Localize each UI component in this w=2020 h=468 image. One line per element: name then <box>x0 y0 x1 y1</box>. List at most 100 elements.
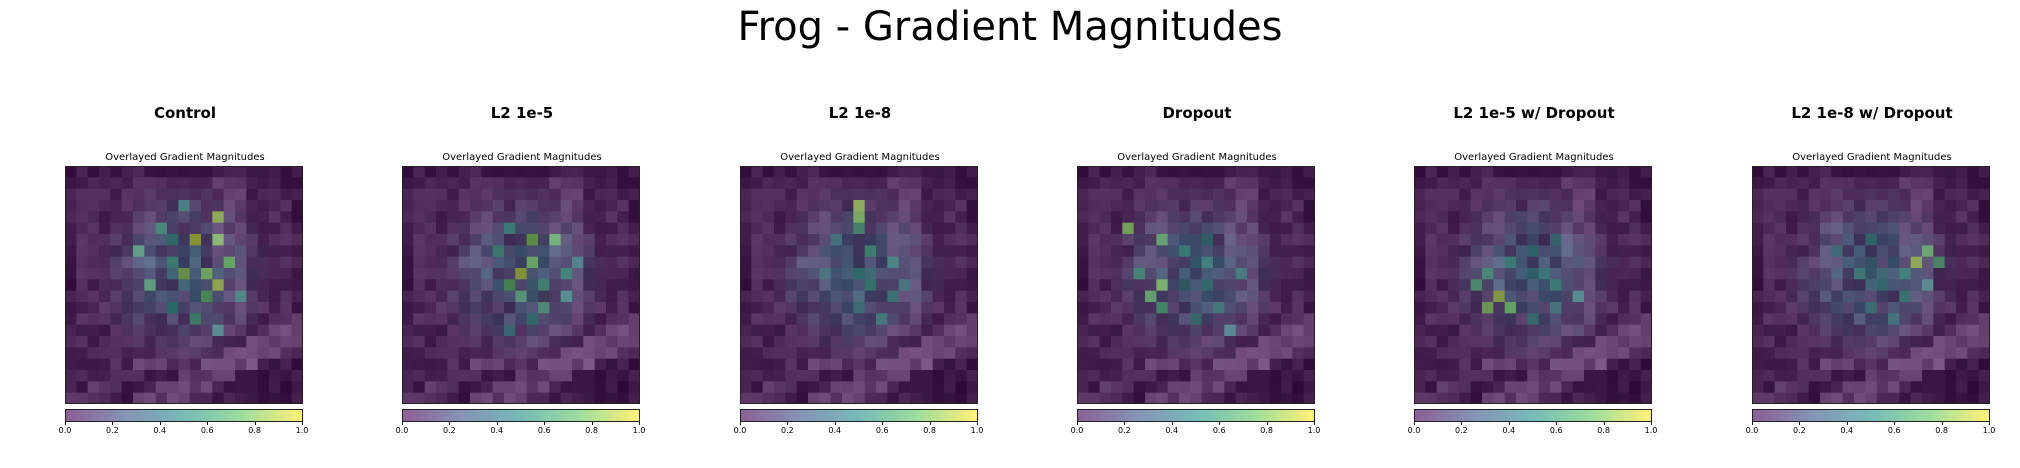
heatmap-cell <box>876 336 888 348</box>
heatmap-cell <box>1944 211 1957 224</box>
heatmap-cell <box>583 177 596 190</box>
heatmap-cell <box>1470 279 1483 292</box>
heatmap-cell <box>572 358 584 371</box>
heatmap-cell <box>481 392 494 403</box>
heatmap-cell <box>1292 302 1305 314</box>
heatmap-cell <box>1774 188 1787 201</box>
heatmap-cell <box>212 177 225 190</box>
heatmap-cell <box>1618 324 1630 337</box>
heatmap-cell <box>538 279 550 292</box>
heatmap-cell <box>1099 234 1112 246</box>
heatmap-cell <box>87 381 100 394</box>
heatmap-cell <box>1133 188 1146 201</box>
heatmap-cell <box>504 222 516 235</box>
heatmap-cell <box>87 370 100 382</box>
heatmap-cell <box>830 211 843 224</box>
heatmap-cell <box>617 279 630 292</box>
heatmap-cell <box>1527 256 1540 269</box>
heatmap-cell <box>1933 336 1946 348</box>
heatmap-cell <box>526 324 539 337</box>
heatmap-cell <box>1122 279 1135 292</box>
heatmap-cell <box>99 268 111 280</box>
colorbar-step <box>1306 410 1311 421</box>
heatmap-cell <box>1258 313 1271 326</box>
heatmap-cell <box>955 177 968 190</box>
heatmap-cell <box>280 336 293 348</box>
heatmap-cell <box>549 211 562 224</box>
heatmap-cell <box>492 200 505 212</box>
heatmap-cell <box>1493 268 1506 280</box>
colorbar-step <box>1855 410 1860 421</box>
colorbar-tick <box>1894 422 1896 425</box>
colorbar-step <box>148 410 154 421</box>
panel-subtitle: Overlayed Gradient Magnitudes <box>1454 152 1614 163</box>
heatmap-cell <box>76 336 89 348</box>
heatmap-cell <box>1865 302 1878 314</box>
colorbar-step <box>1160 410 1166 421</box>
heatmap-cell <box>1201 358 1214 371</box>
heatmap-cell <box>1922 200 1934 212</box>
heatmap-cell <box>235 302 247 314</box>
heatmap-cell <box>898 370 911 382</box>
colorbar-step <box>1800 410 1805 421</box>
heatmap-cell <box>1978 358 1989 371</box>
colorbar-tick <box>1219 422 1221 425</box>
heatmap-cell <box>155 188 168 201</box>
heatmap-cell <box>178 268 191 280</box>
heatmap-cell <box>1482 358 1494 371</box>
heatmap-cell <box>808 347 820 360</box>
heatmap-cell <box>1629 302 1642 314</box>
heatmap-cell <box>155 234 168 246</box>
heatmap-cell <box>167 188 179 201</box>
colorbar-step <box>1808 410 1813 421</box>
heatmap-cell <box>808 188 820 201</box>
heatmap-cell <box>560 268 573 280</box>
heatmap-cell <box>1145 234 1157 246</box>
heatmap-cell <box>167 392 179 403</box>
heatmap-cell <box>1606 324 1619 337</box>
heatmap-cell <box>1595 211 1608 224</box>
heatmap-cell <box>1978 302 1989 314</box>
heatmap-cell <box>1504 234 1517 246</box>
heatmap-cell <box>1899 324 1912 337</box>
heatmap-cell <box>413 313 426 326</box>
heatmap-cell <box>864 370 877 382</box>
heatmap-cell <box>1572 167 1585 178</box>
colorbar-tick <box>302 422 303 425</box>
colorbar-step <box>1481 410 1487 421</box>
heatmap-cell <box>910 324 922 337</box>
colorbar-step <box>250 410 256 421</box>
heatmap-cell <box>1910 381 1923 394</box>
heatmap-cell <box>1595 381 1608 394</box>
panel-subtitle: Overlayed Gradient Magnitudes <box>105 152 265 163</box>
heatmap-cell <box>944 256 956 269</box>
heatmap-cell <box>144 256 157 269</box>
heatmap-cell <box>921 347 934 360</box>
heatmap-cell <box>910 302 922 314</box>
heatmap-cell <box>201 313 213 326</box>
heatmap-cell <box>910 392 922 403</box>
heatmap-cell <box>1292 188 1305 201</box>
heatmap-cell <box>155 222 168 235</box>
heatmap-cell <box>1459 324 1472 337</box>
heatmap-cell <box>1425 211 1438 224</box>
heatmap-cell <box>1854 358 1866 371</box>
heatmap-cell <box>762 256 775 269</box>
heatmap-cell <box>1595 222 1608 235</box>
heatmap-cell <box>1854 167 1866 178</box>
heatmap-cell <box>1538 347 1551 360</box>
heatmap-cell <box>617 324 630 337</box>
heatmap-cell <box>1527 279 1540 292</box>
heatmap-cell <box>785 177 798 190</box>
heatmap-cell <box>1956 347 1968 360</box>
heatmap-cell <box>1111 392 1123 403</box>
heatmap-cell <box>1269 358 1282 371</box>
heatmap-cell <box>1842 347 1855 360</box>
heatmap-cell <box>966 245 977 258</box>
heatmap-cell <box>1786 222 1798 235</box>
heatmap-cell <box>1978 200 1989 212</box>
heatmap-cell <box>932 370 945 382</box>
heatmap-cell <box>1774 245 1787 258</box>
heatmap-cell <box>1415 211 1426 224</box>
heatmap-cell <box>504 313 516 326</box>
